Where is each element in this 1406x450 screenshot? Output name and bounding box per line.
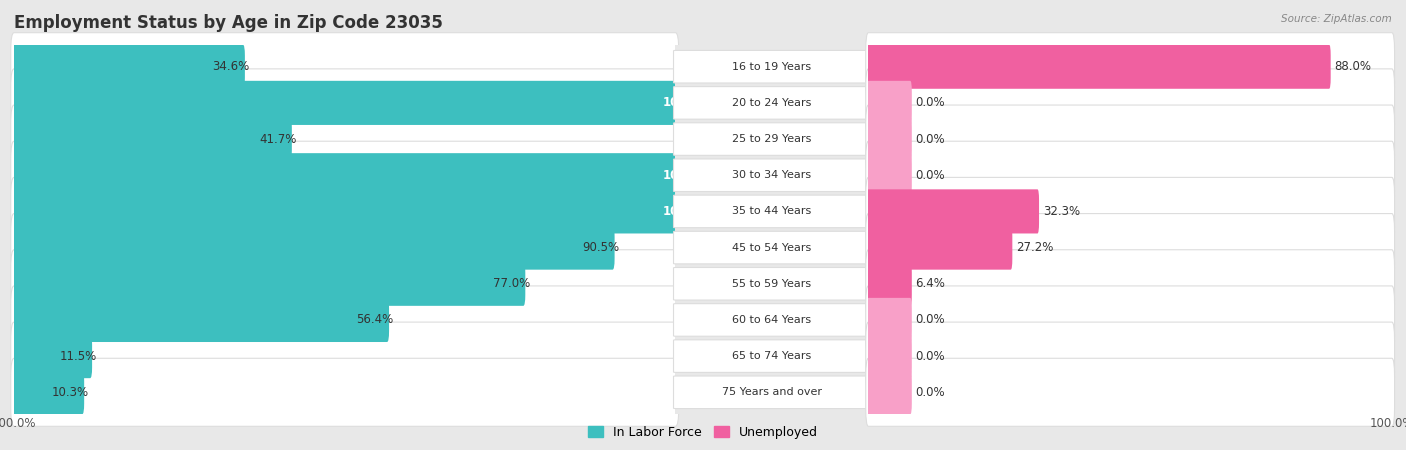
Text: 77.0%: 77.0% [492, 277, 530, 290]
FancyBboxPatch shape [866, 153, 912, 197]
FancyBboxPatch shape [673, 50, 870, 83]
Text: 25 to 29 Years: 25 to 29 Years [733, 134, 811, 144]
FancyBboxPatch shape [673, 86, 870, 119]
FancyBboxPatch shape [11, 33, 679, 101]
Text: 100.0%: 100.0% [662, 169, 711, 182]
Text: 34.6%: 34.6% [212, 60, 249, 73]
FancyBboxPatch shape [866, 45, 1330, 89]
Text: 10.3%: 10.3% [52, 386, 89, 399]
FancyBboxPatch shape [673, 304, 870, 336]
FancyBboxPatch shape [11, 177, 679, 245]
FancyBboxPatch shape [11, 69, 679, 137]
FancyBboxPatch shape [13, 370, 84, 414]
Text: 75 Years and over: 75 Years and over [721, 387, 823, 397]
Text: 0.0%: 0.0% [915, 96, 945, 109]
Legend: In Labor Force, Unemployed: In Labor Force, Unemployed [583, 421, 823, 444]
Text: 41.7%: 41.7% [259, 133, 297, 145]
Text: 20 to 24 Years: 20 to 24 Years [733, 98, 811, 108]
FancyBboxPatch shape [673, 267, 870, 300]
FancyBboxPatch shape [13, 153, 678, 197]
FancyBboxPatch shape [11, 250, 679, 318]
FancyBboxPatch shape [866, 69, 1395, 137]
Text: 0.0%: 0.0% [915, 386, 945, 399]
FancyBboxPatch shape [866, 117, 912, 161]
FancyBboxPatch shape [866, 214, 1395, 282]
Text: 88.0%: 88.0% [1334, 60, 1371, 73]
FancyBboxPatch shape [673, 159, 870, 192]
FancyBboxPatch shape [866, 262, 912, 306]
Text: 27.2%: 27.2% [1017, 241, 1053, 254]
Text: 56.4%: 56.4% [357, 314, 394, 326]
FancyBboxPatch shape [866, 105, 1395, 173]
FancyBboxPatch shape [866, 189, 1039, 234]
FancyBboxPatch shape [866, 322, 1395, 390]
Text: 0.0%: 0.0% [915, 314, 945, 326]
Text: 100.0%: 100.0% [662, 205, 711, 218]
FancyBboxPatch shape [11, 358, 679, 426]
FancyBboxPatch shape [13, 117, 292, 161]
Text: 0.0%: 0.0% [915, 169, 945, 182]
FancyBboxPatch shape [866, 370, 912, 414]
FancyBboxPatch shape [866, 177, 1395, 245]
Text: 65 to 74 Years: 65 to 74 Years [733, 351, 811, 361]
FancyBboxPatch shape [13, 262, 526, 306]
FancyBboxPatch shape [11, 322, 679, 390]
Text: Source: ZipAtlas.com: Source: ZipAtlas.com [1281, 14, 1392, 23]
FancyBboxPatch shape [13, 225, 614, 270]
FancyBboxPatch shape [866, 250, 1395, 318]
FancyBboxPatch shape [673, 231, 870, 264]
Text: 45 to 54 Years: 45 to 54 Years [733, 243, 811, 252]
FancyBboxPatch shape [866, 358, 1395, 426]
Text: 6.4%: 6.4% [915, 277, 945, 290]
Text: 0.0%: 0.0% [915, 350, 945, 363]
FancyBboxPatch shape [866, 81, 912, 125]
Text: 90.5%: 90.5% [582, 241, 619, 254]
FancyBboxPatch shape [673, 376, 870, 409]
Text: 32.3%: 32.3% [1043, 205, 1080, 218]
Text: Employment Status by Age in Zip Code 23035: Employment Status by Age in Zip Code 230… [14, 14, 443, 32]
FancyBboxPatch shape [11, 141, 679, 209]
FancyBboxPatch shape [866, 33, 1395, 101]
Text: 55 to 59 Years: 55 to 59 Years [733, 279, 811, 289]
FancyBboxPatch shape [866, 286, 1395, 354]
FancyBboxPatch shape [673, 340, 870, 373]
Text: 0.0%: 0.0% [915, 133, 945, 145]
Text: 11.5%: 11.5% [59, 350, 97, 363]
FancyBboxPatch shape [11, 286, 679, 354]
Text: 100.0%: 100.0% [662, 96, 711, 109]
FancyBboxPatch shape [13, 81, 678, 125]
Text: 60 to 64 Years: 60 to 64 Years [733, 315, 811, 325]
FancyBboxPatch shape [866, 298, 912, 342]
FancyBboxPatch shape [11, 105, 679, 173]
FancyBboxPatch shape [11, 214, 679, 282]
Text: 35 to 44 Years: 35 to 44 Years [733, 207, 811, 216]
FancyBboxPatch shape [866, 141, 1395, 209]
FancyBboxPatch shape [673, 195, 870, 228]
FancyBboxPatch shape [866, 225, 1012, 270]
FancyBboxPatch shape [13, 298, 389, 342]
Text: 16 to 19 Years: 16 to 19 Years [733, 62, 811, 72]
FancyBboxPatch shape [13, 45, 245, 89]
FancyBboxPatch shape [673, 123, 870, 155]
FancyBboxPatch shape [13, 189, 678, 234]
Text: 30 to 34 Years: 30 to 34 Years [733, 170, 811, 180]
FancyBboxPatch shape [866, 334, 912, 378]
FancyBboxPatch shape [13, 334, 93, 378]
